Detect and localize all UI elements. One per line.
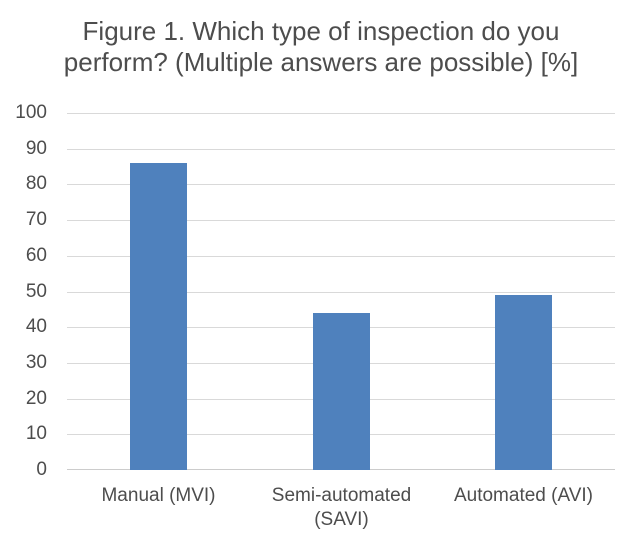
y-tick-label-50: 50 bbox=[25, 281, 47, 302]
x-category-label-manual-mvi: Manual (MVI) bbox=[101, 485, 216, 506]
gridline-100 bbox=[67, 113, 615, 114]
chart-title-line-2: perform? (Multiple answers are possible)… bbox=[63, 47, 579, 77]
gridline-70 bbox=[67, 220, 615, 221]
y-tick-label-10: 10 bbox=[25, 423, 47, 444]
x-category-label-automated-avi: Automated (AVI) bbox=[453, 485, 594, 506]
gridline-90 bbox=[67, 149, 615, 150]
y-tick-label-80: 80 bbox=[25, 173, 47, 194]
gridline-60 bbox=[67, 256, 615, 257]
bar-semi-automated-savi bbox=[313, 313, 370, 470]
plot-area bbox=[67, 113, 615, 470]
gridline-80 bbox=[67, 184, 615, 185]
y-tick-label-60: 60 bbox=[25, 245, 47, 266]
x-category-label-semi-automated-savi: Semi-automated (SAVI) bbox=[271, 485, 412, 530]
y-tick-label-30: 30 bbox=[25, 352, 47, 373]
bar-automated-avi bbox=[495, 295, 552, 470]
chart-title: Figure 1. Which type of inspection do yo… bbox=[0, 16, 642, 78]
y-tick-label-20: 20 bbox=[25, 388, 47, 409]
bar-manual-mvi bbox=[130, 163, 187, 470]
y-tick-label-40: 40 bbox=[25, 316, 47, 337]
y-tick-label-90: 90 bbox=[25, 138, 47, 159]
gridline-50 bbox=[67, 292, 615, 293]
y-tick-label-70: 70 bbox=[25, 209, 47, 230]
y-tick-label-100: 100 bbox=[15, 102, 47, 123]
chart-title-line-1: Figure 1. Which type of inspection do yo… bbox=[82, 16, 560, 46]
y-tick-label-0: 0 bbox=[36, 459, 47, 480]
